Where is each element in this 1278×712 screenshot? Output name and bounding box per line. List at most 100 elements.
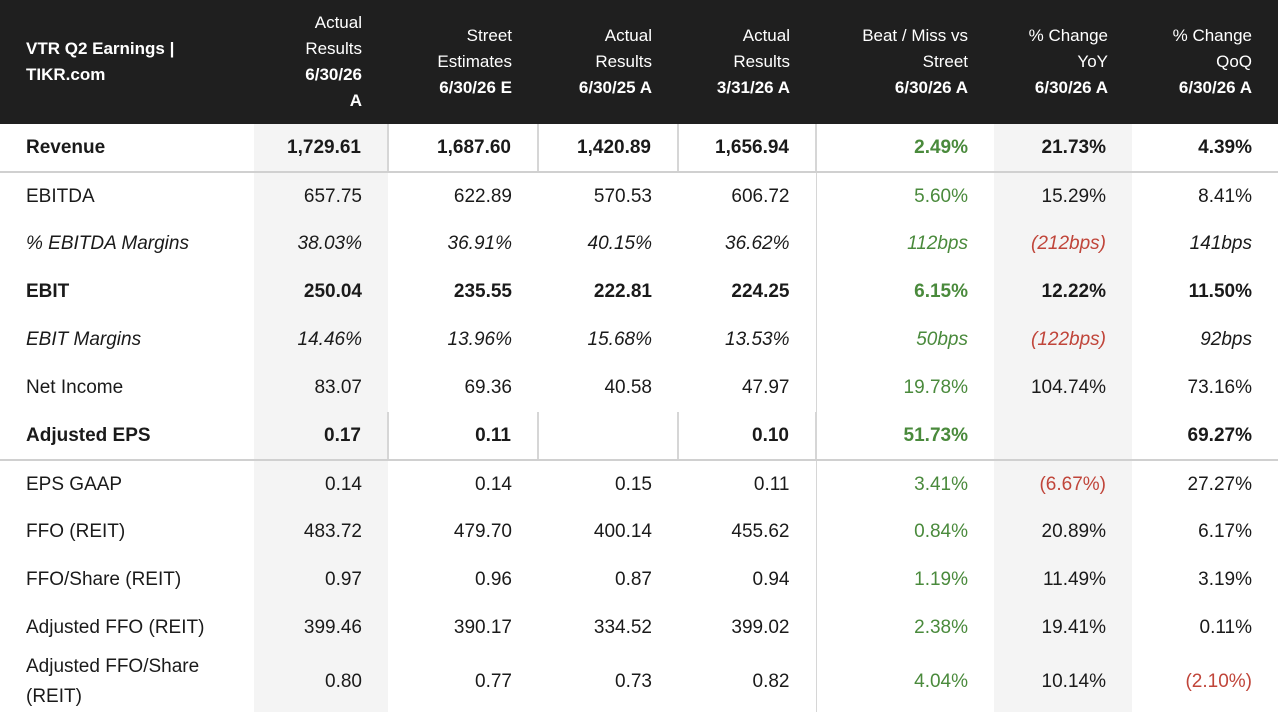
cell-value: 47.97 (741, 377, 790, 398)
table-row: Net Income 83.07 69.36 40.58 47.97 19.78% 104.… (0, 364, 1278, 412)
table-title: VTR Q2 Earnings | TIKR.com (0, 0, 254, 124)
cell-value: 1,656.94 (677, 124, 816, 173)
title-line-2: TIKR.com (26, 65, 106, 84)
cell-value: 250.04 (254, 268, 388, 316)
cell-value: 0.82 (752, 671, 790, 692)
table-row: EPS GAAP 0.14 0.14 0.15 0.11 3.41% (6.67%) 27.2… (0, 460, 1278, 508)
cell-value: 399.46 (254, 604, 388, 652)
cell-value: 606.72 (731, 185, 790, 207)
cell-value: 19.41% (994, 604, 1132, 652)
cell-value: 334.52 (593, 617, 652, 638)
column-header-beat-miss[interactable]: Beat / Miss vs Street 6/30/26 A (816, 0, 994, 124)
table-row: FFO (REIT) 483.72 479.70 400.14 455.62 0.84% 2… (0, 508, 1278, 556)
table-row: Revenue 1,729.61 1,687.60 1,420.89 1,656.94 2… (0, 124, 1278, 173)
cell-value: 36.91% (447, 233, 512, 254)
row-label: Adjusted FFO (REIT) (26, 617, 205, 638)
column-header-actual-prior-quarter[interactable]: Actual Results 3/31/26 A (678, 0, 816, 124)
cell-value: 0.94 (752, 569, 790, 590)
cell-value: 40.15% (587, 233, 652, 254)
row-label: FFO (REIT) (26, 521, 126, 542)
table-row: Adjusted FFO (REIT) 399.46 390.17 334.52 399… (0, 604, 1278, 652)
cell-value: 15.29% (994, 172, 1132, 220)
cell-value: 11.49% (994, 556, 1132, 604)
cell-value: 622.89 (453, 185, 512, 207)
cell-value: 10.14% (994, 652, 1132, 712)
cell-value: 570.53 (593, 185, 652, 207)
column-header-date: 6/30/26 A (1034, 78, 1108, 97)
row-label: % EBITDA Margins (26, 233, 189, 254)
cell-value: 112bps (815, 220, 994, 268)
cell-value: 6.15% (815, 268, 994, 316)
column-header-top: Actual Results (595, 26, 652, 71)
cell-value: 27.27% (1187, 473, 1252, 495)
column-header-top: Beat / Miss vs Street (862, 26, 968, 71)
table-row: Adjusted EPS 0.17 0.11 0.10 51.73% 69.27% (0, 412, 1278, 461)
cell-value: 0.84% (815, 508, 994, 556)
column-header-date: 6/30/26 A (1178, 78, 1252, 97)
cell-value: 0.97 (254, 556, 388, 604)
cell-value: 8.41% (1198, 185, 1252, 207)
column-header-street-estimates[interactable]: Street Estimates 6/30/26 E (388, 0, 538, 124)
cell-value: (212bps) (994, 220, 1132, 268)
cell-value: 0.11 (753, 473, 790, 495)
column-header-top: Actual Results (733, 26, 790, 71)
cell-value: 104.74% (994, 364, 1132, 412)
cell-value: 390.17 (453, 617, 512, 638)
cell-value: 479.70 (453, 521, 512, 542)
row-label: EBIT (26, 281, 70, 302)
cell-value: 40.58 (604, 377, 652, 398)
column-header-top: Actual Results (305, 13, 362, 58)
cell-value: 0.17 (254, 412, 388, 461)
cell-value: 399.02 (731, 617, 790, 638)
cell-value: 1.19% (815, 556, 994, 604)
row-label: EBITDA (26, 185, 95, 207)
cell-value: 0.11 (387, 412, 538, 461)
cell-value: 14.46% (254, 316, 388, 364)
cell-value: 69.27% (1132, 412, 1278, 461)
table-header-row: VTR Q2 Earnings | TIKR.com Actual Result… (0, 0, 1278, 124)
table-row: EBITDA 657.75 622.89 570.53 606.72 5.60% 15.29… (0, 172, 1278, 220)
cell-value: 69.36 (464, 377, 512, 398)
cell-value: 400.14 (593, 521, 652, 542)
cell-value: 0.10 (677, 412, 816, 461)
cell-value: 0.11% (1199, 617, 1252, 638)
row-label: EBIT Margins (26, 329, 142, 350)
cell-value: 1,729.61 (254, 124, 388, 173)
table-body: Revenue 1,729.61 1,687.60 1,420.89 1,656.94 2… (0, 124, 1278, 712)
column-header-top: % Change YoY (1028, 26, 1108, 71)
cell-value: 4.04% (815, 652, 994, 712)
cell-value: 11.50% (1188, 281, 1252, 302)
cell-value: 36.62% (725, 233, 790, 254)
cell-value: 222.81 (593, 281, 652, 302)
column-header-actual-prior-year[interactable]: Actual Results 6/30/25 A (538, 0, 678, 124)
column-header-date: 6/30/25 A (578, 78, 652, 97)
cell-value: 38.03% (254, 220, 388, 268)
cell-value: 51.73% (815, 412, 994, 461)
column-header-date: 6/30/26 A (305, 65, 362, 110)
cell-value: 0.96 (475, 569, 512, 590)
cell-value: 21.73% (994, 124, 1132, 173)
cell-value (994, 412, 1132, 461)
column-header-date: 6/30/26 A (894, 78, 968, 97)
cell-value: 4.39% (1132, 124, 1278, 173)
cell-value: 50bps (815, 316, 994, 364)
cell-value: 2.38% (815, 604, 994, 652)
cell-value: 657.75 (254, 172, 388, 220)
cell-value: (122bps) (994, 316, 1132, 364)
cell-value: 6.17% (1198, 521, 1252, 542)
cell-value: 0.14 (475, 473, 512, 495)
column-header-change-yoy[interactable]: % Change YoY 6/30/26 A (994, 0, 1132, 124)
row-label: EPS GAAP (26, 473, 123, 495)
table-row: Adjusted FFO/Share (REIT) 0.80 0.77 0.73 0.8… (0, 652, 1278, 712)
column-header-change-qoq[interactable]: % Change QoQ 6/30/26 A (1132, 0, 1278, 124)
column-header-top: % Change QoQ (1172, 26, 1252, 71)
cell-value: 0.73 (615, 671, 652, 692)
cell-value: 0.80 (254, 652, 388, 712)
column-header-actual-current[interactable]: Actual Results 6/30/26 A (254, 0, 388, 124)
cell-value: 73.16% (1187, 377, 1252, 398)
cell-value: (2.10%) (1185, 671, 1252, 692)
cell-value: 0.87 (615, 569, 652, 590)
cell-value: 13.53% (725, 329, 790, 350)
column-header-top: Street Estimates (437, 26, 512, 71)
cell-value: 20.89% (994, 508, 1132, 556)
